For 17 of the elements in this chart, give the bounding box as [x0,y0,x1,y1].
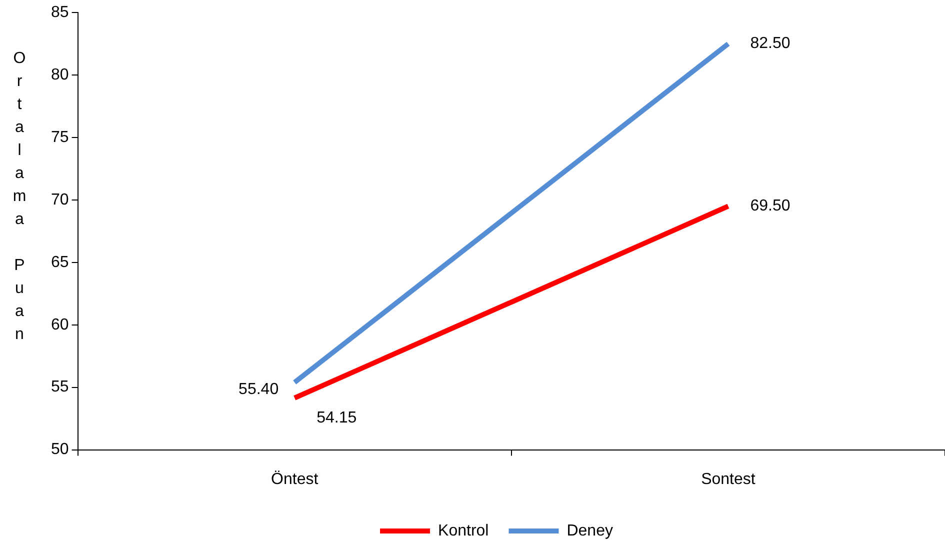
y-tick-label: 65 [51,254,69,271]
y-tick-label: 70 [51,191,69,208]
y-tick-label: 80 [51,66,69,84]
data-label: 55.40 [238,380,279,398]
y-tick-label: 75 [51,128,69,146]
data-label: 69.50 [750,198,790,215]
data-label: 82.50 [750,35,790,52]
y-tick-label: 55 [51,378,69,396]
y-tick-label: 85 [51,4,69,22]
legend-label: Deney [566,522,613,540]
y-axis-title: Ortalama Puan [10,50,28,349]
y-tick-label: 50 [51,441,69,458]
x-tick-label: Sontest [701,470,756,488]
x-tick-label: Öntest [271,470,319,488]
legend-label: Kontrol [438,522,489,540]
data-label: 54.15 [316,409,357,426]
y-tick-label: 60 [51,316,69,334]
